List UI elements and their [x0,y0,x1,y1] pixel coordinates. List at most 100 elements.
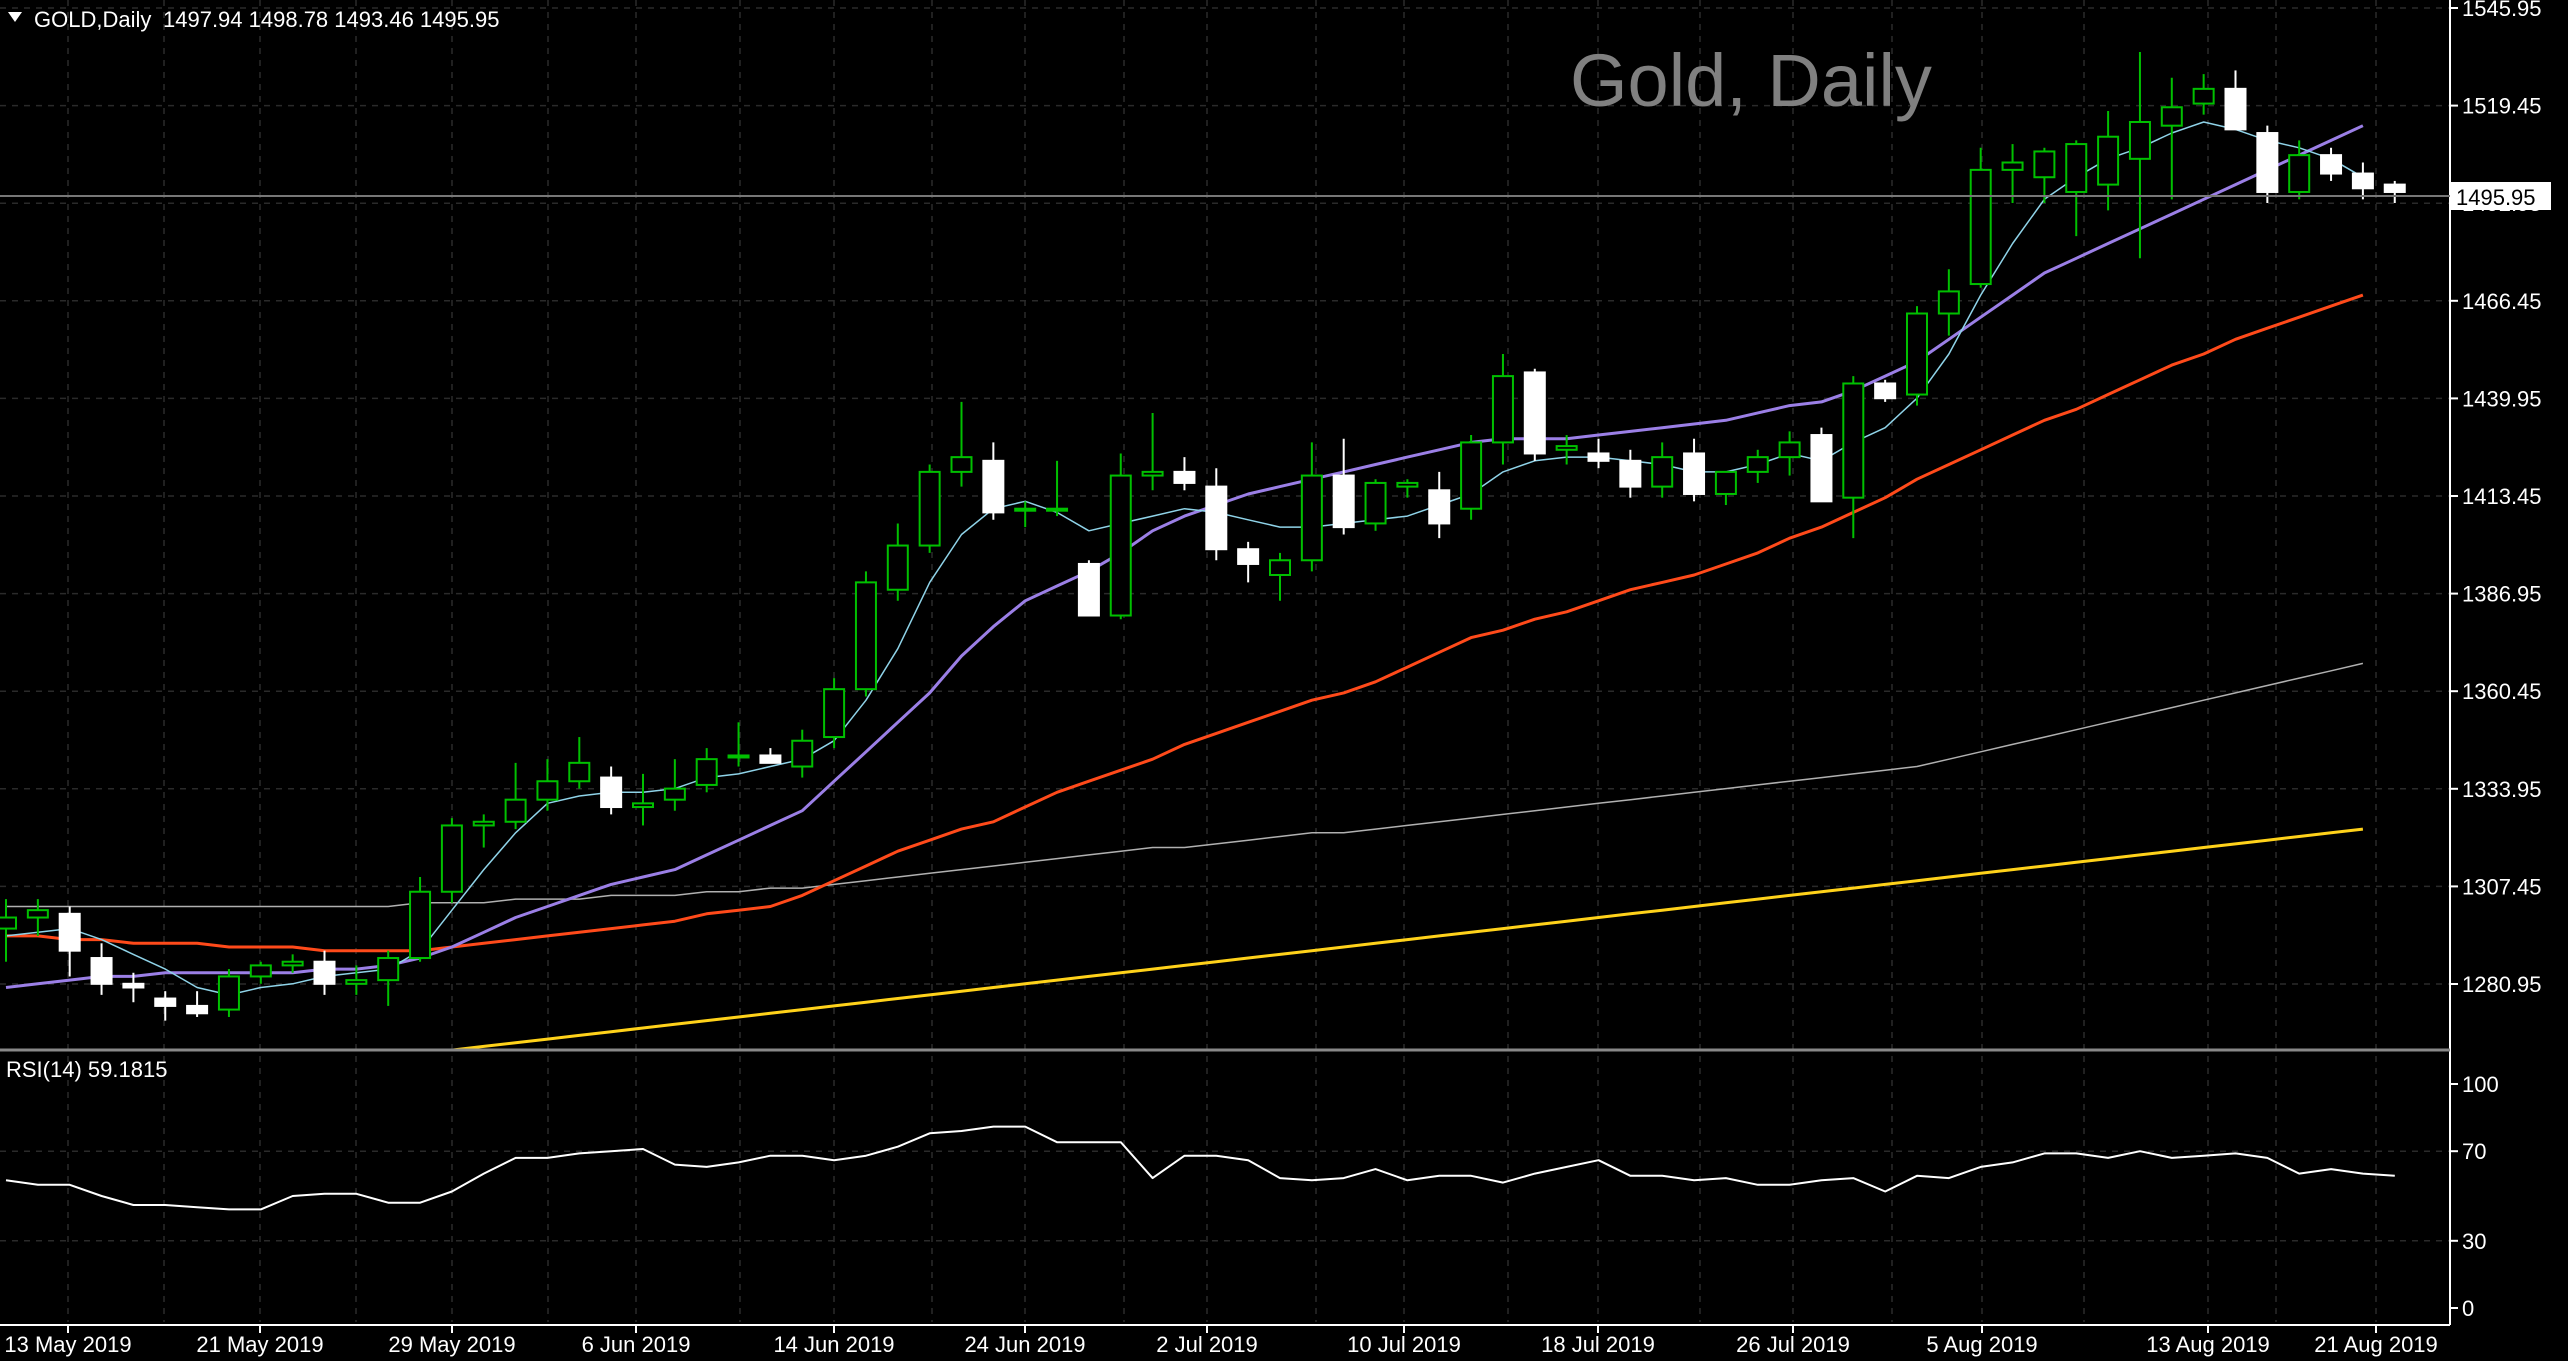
candle-body [950,456,973,473]
current-price-label: 1495.95 [2456,185,2536,210]
ma-100-line [6,662,2364,908]
date-tick-label: 26 Jul 2019 [1736,1332,1850,1357]
price-tick-label: 1360.45 [2462,679,2542,704]
candle-body [154,997,177,1007]
chart-watermark-title: Gold, Daily [1570,39,1932,122]
candle-body [1810,434,1833,503]
candle-body [1746,456,1769,473]
candle-body [1906,312,1928,396]
candle-body [1619,459,1642,488]
candle-body [281,960,304,967]
rsi-tick-label: 70 [2462,1139,2486,1164]
axes-layer [0,0,2451,1326]
candle-body [2351,172,2374,190]
candle-body [727,754,750,759]
candle-body [2097,135,2120,186]
candle-body [2288,154,2311,193]
candle-body [409,890,432,960]
candle-body [2320,154,2343,175]
candle-body [90,957,113,985]
date-tick-label: 24 Jun 2019 [964,1332,1085,1357]
candle-body [854,581,877,691]
price-tick-label: 1439.95 [2462,386,2542,411]
price-tick-label: 1545.95 [2462,0,2542,21]
rsi-tick-label: 30 [2462,1229,2486,1254]
ma-50-line [6,293,2364,953]
candle-body [58,912,81,952]
candle-body [2192,87,2215,105]
price-tick-label: 1386.95 [2462,582,2542,607]
candle-body [249,964,272,978]
candle-body [1714,470,1737,495]
candle-body [1046,507,1069,512]
candle-body [1683,452,1706,495]
date-tick-label: 18 Jul 2019 [1541,1332,1655,1357]
date-tick-label: 14 Jun 2019 [773,1332,894,1357]
candle-body [1651,456,1674,488]
candle-body [313,960,336,985]
rsi-layer [5,1125,2395,1211]
ma-200-line [439,827,2364,1050]
current-price-box [2451,182,2551,210]
date-tick-label: 2 Jul 2019 [1156,1332,1258,1357]
price-tick-label: 1280.95 [2462,972,2542,997]
candle-body [1587,452,1610,462]
candle-body [2065,143,2088,193]
candle-body [504,798,527,823]
price-tick-label: 1307.45 [2462,874,2542,899]
candle-body [217,975,240,1011]
candles-layer [0,52,2406,1021]
date-tick-label: 13 Aug 2019 [2146,1332,2270,1357]
candle-body [1555,445,1578,451]
candle-body [695,758,718,786]
candle-body [2033,150,2056,179]
candle-body [536,780,559,801]
date-tick-label: 10 Jul 2019 [1347,1332,1461,1357]
candle-body [2001,161,2024,171]
candle-body [1460,441,1483,510]
candle-body [1109,474,1132,617]
candle-body [1237,548,1260,565]
candle-body [663,787,686,801]
candle-body [1396,481,1419,488]
candle-body [345,979,368,985]
candle-body [1332,474,1355,529]
ohlc-readout: 1497.94 1498.78 1493.46 1495.95 [163,7,499,32]
candle-body [1874,382,1897,400]
rsi-tick-label: 0 [2462,1296,2474,1321]
candle-body [186,1004,209,1015]
candle-body [1428,489,1451,525]
candle-body [759,754,782,764]
candle-body [1937,290,1960,315]
collapse-arrow-icon[interactable] [8,12,22,22]
rsi-label: RSI(14) 59.1815 [6,1057,167,1082]
candle-body [2128,120,2151,160]
candle-body [1300,474,1323,562]
candle-body [2224,87,2247,131]
candle-body [1205,485,1228,551]
candle-body [1523,371,1546,455]
date-tick-label: 6 Jun 2019 [582,1332,691,1357]
candle-body [1077,562,1100,617]
candle-body [377,957,400,982]
candle-body [1269,559,1291,577]
price-tick-label: 1519.45 [2462,94,2542,119]
price-tick-label: 1466.45 [2462,289,2542,314]
candle-body [122,982,145,989]
candle-body [0,916,17,930]
price-tick-label: 1413.45 [2462,484,2542,509]
candle-body [2256,132,2279,193]
candle-body [982,459,1005,514]
label-layer: 1545.951519.451492.951466.451439.951413.… [4,0,2541,1357]
date-tick-label: 5 Aug 2019 [1926,1332,2037,1357]
price-tick-label: 1333.95 [2462,777,2542,802]
date-tick-label: 13 May 2019 [4,1332,131,1357]
candle-body [1491,375,1514,444]
candle-body [2160,106,2183,127]
candle-body [2383,183,2406,193]
symbol-label: GOLD,Daily [34,7,151,32]
candle-body [1969,168,1992,286]
candle-body [1842,382,1865,499]
candle-body [632,802,654,809]
candle-body [886,544,909,591]
